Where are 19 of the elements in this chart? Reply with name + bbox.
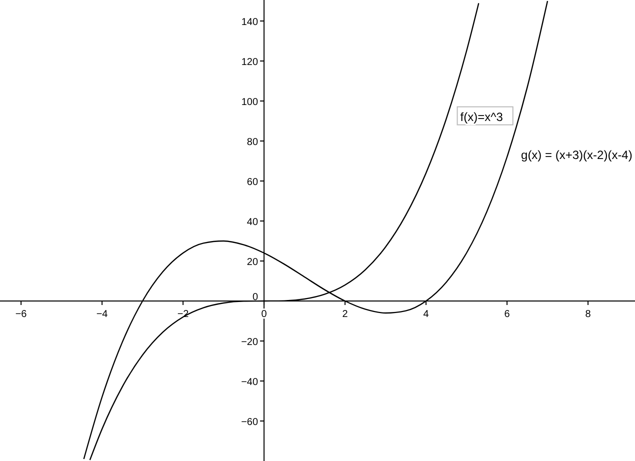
- x-tick-label: −4: [96, 309, 108, 320]
- y-tick-label: 120: [241, 57, 258, 68]
- y-tick-label: 20: [246, 257, 258, 268]
- y-tick-label: −40: [241, 377, 258, 388]
- series-label: f(x)=x^3: [460, 110, 504, 124]
- y-tick-label: 140: [241, 17, 258, 28]
- x-tick-label: 2: [342, 309, 348, 320]
- y-tick-label: 80: [246, 137, 258, 148]
- y-tick-label: −60: [241, 417, 258, 428]
- x-tick-label: 4: [423, 309, 430, 320]
- x-tick-label: 6: [504, 309, 510, 320]
- x-tick-label: 8: [585, 309, 592, 320]
- y-tick-label: 40: [246, 217, 258, 228]
- y-tick-label: 0: [252, 292, 258, 303]
- x-tick-label: −6: [15, 309, 28, 320]
- series-label: g(x) = (x+3)(x-2)(x-4): [521, 148, 632, 162]
- y-tick-label: 60: [246, 177, 258, 188]
- y-tick-label: 100: [241, 97, 258, 108]
- y-tick-label: −20: [241, 337, 258, 348]
